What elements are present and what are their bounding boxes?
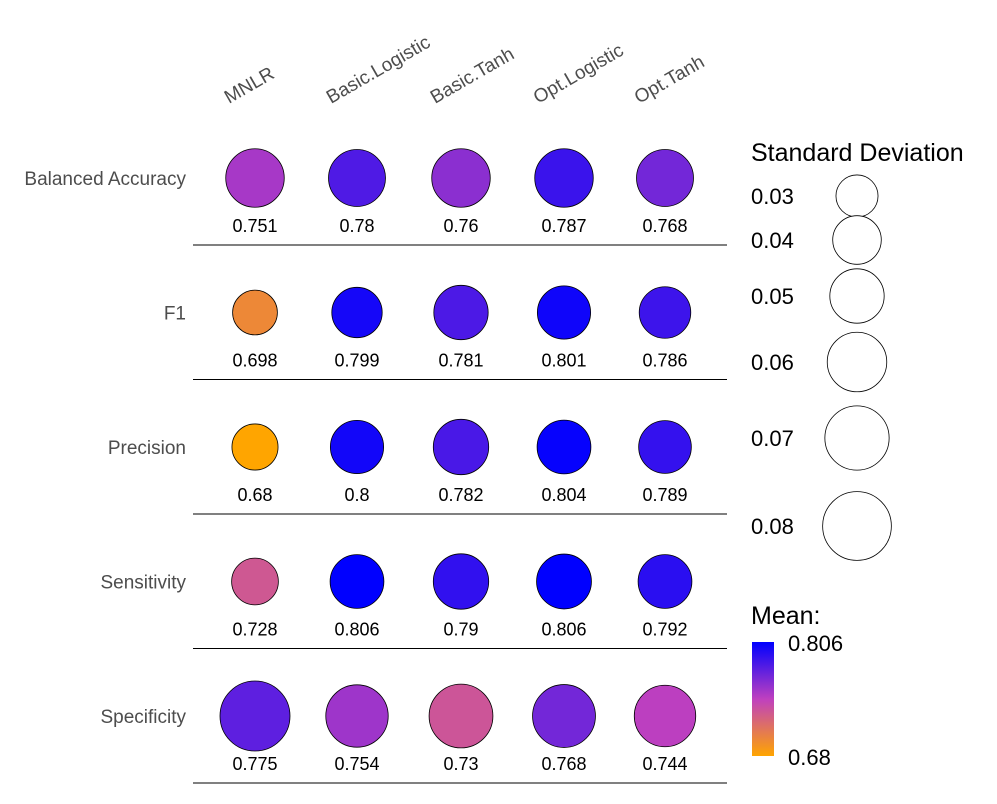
column-label: Basic.Tanh — [427, 44, 518, 109]
value-label: 0.806 — [541, 620, 586, 640]
value-label: 0.73 — [443, 754, 478, 774]
bubble — [638, 286, 692, 339]
row-label: Specificity — [100, 707, 186, 728]
column-label: Opt.Logistic — [530, 40, 627, 108]
value-label: 0.775 — [232, 754, 277, 774]
bubble — [536, 419, 592, 475]
color-legend: Mean: 0.806 0.68 — [751, 602, 843, 770]
value-label: 0.768 — [541, 754, 586, 774]
bubble — [428, 683, 494, 749]
value-label: 0.801 — [541, 351, 586, 371]
size-legend-label: 0.07 — [751, 426, 794, 451]
bubble — [432, 553, 490, 610]
value-label: 0.782 — [438, 485, 483, 505]
size-legend: Standard Deviation 0.03 0.04 0.05 0.06 0.07 0.… — [751, 139, 964, 561]
size-legend-label: 0.06 — [751, 350, 794, 375]
size-legend-title: Standard Deviation — [751, 139, 964, 167]
value-label: 0.744 — [642, 754, 687, 774]
bubble — [638, 420, 692, 474]
bubble — [536, 553, 592, 610]
bubble — [536, 285, 592, 340]
row-label: Balanced Accuracy — [24, 169, 186, 190]
bubble — [232, 289, 278, 336]
color-legend-max-label: 0.806 — [788, 631, 843, 656]
color-legend-min-label: 0.68 — [788, 745, 831, 770]
bubble — [433, 284, 489, 341]
value-label: 0.799 — [334, 351, 379, 371]
size-legend-circle — [824, 405, 890, 471]
color-legend-title: Mean: — [751, 602, 820, 630]
column-label: Opt.Tanh — [631, 52, 708, 109]
size-legend-label: 0.04 — [751, 228, 794, 253]
bubble — [637, 554, 693, 609]
bubble — [431, 148, 491, 208]
value-label: 0.728 — [232, 620, 277, 640]
bubble — [325, 684, 389, 748]
row-label: Sensitivity — [100, 573, 186, 594]
size-legend-label: 0.03 — [751, 184, 794, 209]
value-label: 0.8 — [344, 485, 369, 505]
value-label: 0.751 — [232, 216, 277, 236]
bubble — [219, 680, 291, 752]
size-legend-circle — [826, 331, 888, 393]
size-legend-circle — [835, 174, 879, 218]
bubble — [231, 557, 279, 606]
bubble — [534, 148, 594, 208]
bubble — [329, 419, 385, 475]
value-label: 0.768 — [642, 216, 687, 236]
value-label: 0.754 — [334, 754, 379, 774]
bubble — [432, 418, 490, 476]
value-label: 0.76 — [443, 216, 478, 236]
size-legend-circle — [829, 268, 885, 324]
bubble — [231, 423, 279, 471]
size-legend-circle — [832, 215, 882, 265]
size-legend-circle — [822, 491, 892, 561]
row-label: Precision — [108, 438, 186, 459]
column-label: Basic.Logistic — [323, 32, 434, 108]
value-label: 0.806 — [334, 620, 379, 640]
size-legend-label: 0.05 — [751, 284, 794, 309]
value-label: 0.787 — [541, 216, 586, 236]
value-label: 0.781 — [438, 351, 483, 371]
column-label: MNLR — [221, 63, 278, 108]
value-label: 0.792 — [642, 620, 687, 640]
bubble — [636, 149, 694, 207]
value-label: 0.786 — [642, 351, 687, 371]
value-label: 0.79 — [443, 620, 478, 640]
bubble — [532, 684, 596, 748]
bubble — [328, 149, 386, 207]
value-label: 0.78 — [339, 216, 374, 236]
value-label: 0.789 — [642, 485, 687, 505]
bubble — [225, 148, 285, 208]
value-label: 0.68 — [237, 485, 272, 505]
value-label: 0.698 — [232, 351, 277, 371]
color-legend-bar — [752, 642, 774, 756]
bubble — [633, 684, 697, 748]
bubble — [331, 286, 383, 339]
row-label: F1 — [164, 304, 186, 325]
value-label: 0.804 — [541, 485, 586, 505]
size-legend-label: 0.08 — [751, 514, 794, 539]
bubble — [329, 554, 385, 609]
